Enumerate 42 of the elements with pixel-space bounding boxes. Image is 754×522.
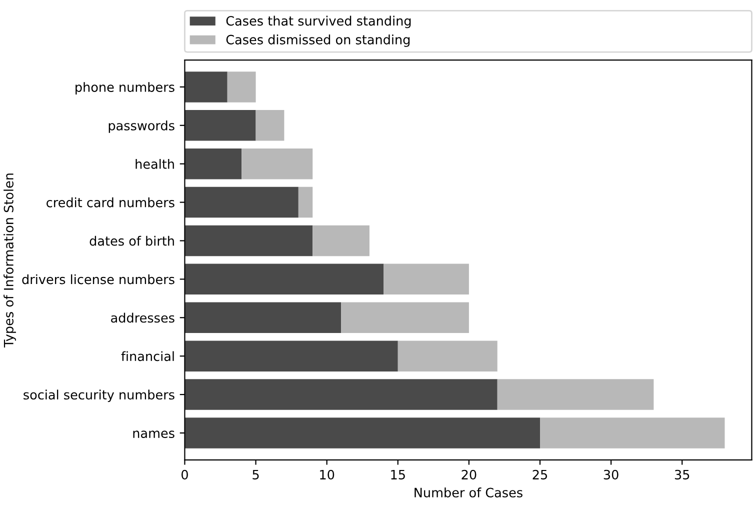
x-tick-label: 35 bbox=[674, 470, 690, 480]
bar bbox=[184, 418, 540, 448]
y-tick-label: addresses bbox=[111, 312, 174, 323]
x-tick-label: 0 bbox=[182, 470, 188, 480]
bar bbox=[184, 110, 256, 141]
x-tick-label: 5 bbox=[252, 470, 259, 480]
bar bbox=[398, 340, 498, 372]
x-tick-label: 25 bbox=[532, 470, 548, 480]
bar bbox=[184, 72, 228, 102]
bar bbox=[497, 379, 654, 410]
bar bbox=[312, 225, 370, 256]
y-tick-label: financial bbox=[121, 351, 174, 362]
y-tick-label: drivers license numbers bbox=[22, 274, 174, 284]
x-tick-label: 30 bbox=[604, 470, 618, 480]
bar bbox=[341, 302, 469, 334]
bar bbox=[227, 72, 256, 102]
y-tick-label: dates of birth bbox=[90, 236, 174, 246]
x-tick-label: 20 bbox=[462, 470, 476, 480]
bar bbox=[184, 379, 498, 410]
bar bbox=[256, 110, 284, 141]
bar bbox=[184, 302, 342, 334]
bar bbox=[184, 225, 313, 256]
bar bbox=[540, 418, 725, 448]
bar bbox=[184, 186, 298, 218]
x-axis-title: Number of Cases bbox=[414, 488, 522, 498]
bar bbox=[384, 264, 469, 295]
x-tick-label: 10 bbox=[320, 470, 334, 480]
y-tick-label: credit card numbers bbox=[46, 197, 174, 208]
y-tick-label: phone numbers bbox=[76, 82, 174, 94]
x-tick-label: 15 bbox=[391, 470, 405, 480]
y-tick-label: names bbox=[133, 430, 174, 438]
legend-label: Cases dismissed on standing bbox=[226, 34, 410, 47]
bar bbox=[242, 148, 313, 180]
y-tick-label: passwords bbox=[108, 120, 174, 133]
bar bbox=[184, 340, 398, 372]
bar bbox=[184, 264, 384, 295]
y-axis-title: Types of Information Stolen bbox=[4, 174, 16, 348]
bar bbox=[298, 186, 313, 218]
bar bbox=[184, 148, 242, 180]
y-tick-label: social security numbers bbox=[24, 390, 174, 402]
legend-label: Cases that survived standing bbox=[226, 16, 411, 28]
y-tick-label: health bbox=[136, 158, 174, 169]
